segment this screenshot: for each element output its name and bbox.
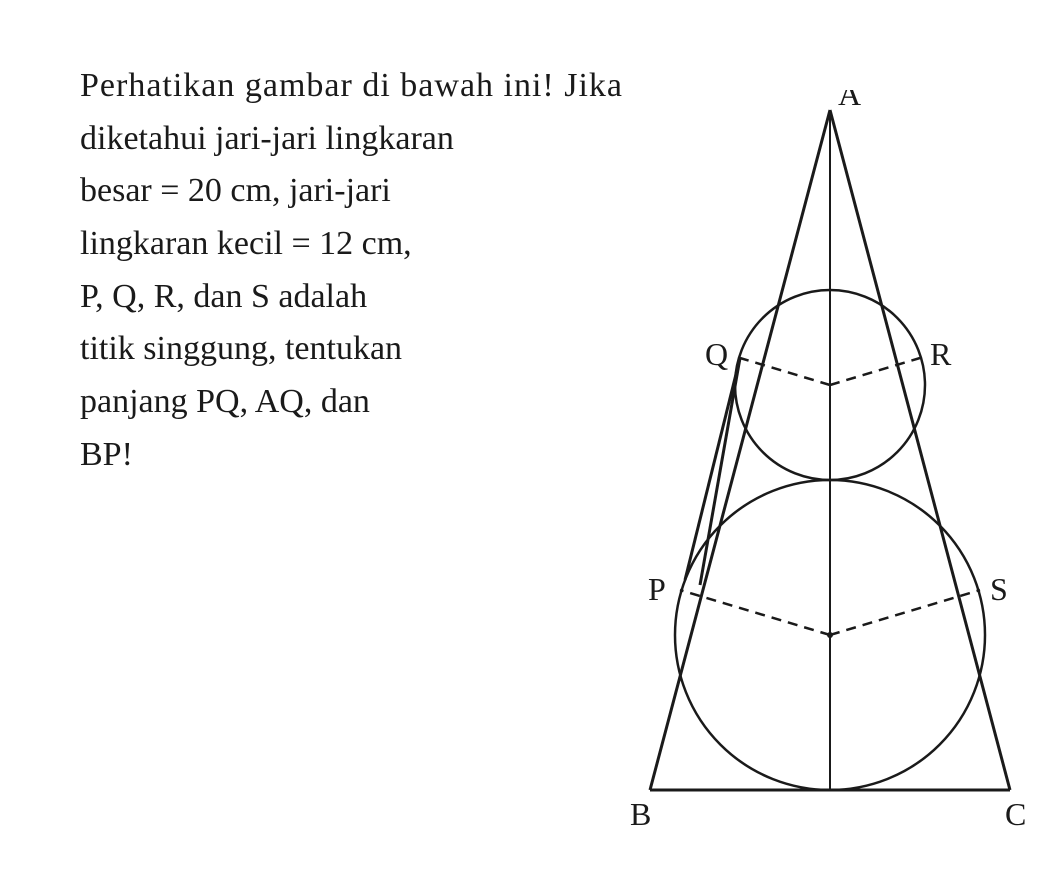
label-r: R: [930, 336, 952, 372]
problem-text: Perhatikan gambar di bawah ini! Jika dik…: [80, 60, 620, 482]
label-p: P: [648, 571, 666, 607]
label-q: Q: [705, 336, 728, 372]
text-line-4: lingkaran kecil = 12 cm,: [80, 218, 620, 271]
geometry-diagram: A B C Q R P S: [620, 90, 1040, 830]
triangle-side-left: [650, 110, 830, 790]
text-line-6: titik singgung, tentukan: [80, 323, 620, 376]
text-line-2: diketahui jari-jari lingkaran: [80, 113, 620, 166]
triangle-side-right: [830, 110, 1010, 790]
text-line-5: P, Q, R, dan S adalah: [80, 271, 620, 324]
label-a: A: [838, 90, 861, 112]
text-line-3: besar = 20 cm, jari-jari: [80, 165, 620, 218]
segment-q-to-p-a: [685, 358, 740, 580]
big-circle-center-dot: [827, 632, 833, 638]
label-c: C: [1005, 796, 1026, 830]
text-line-7: panjang PQ, AQ, dan: [80, 376, 620, 429]
label-s: S: [990, 571, 1008, 607]
radius-to-r: [830, 358, 920, 385]
radius-to-q: [740, 358, 830, 385]
text-line-8: BP!: [80, 429, 620, 482]
diagram-svg: A B C Q R P S: [620, 90, 1040, 830]
text-line-1: Perhatikan gambar di bawah ini! Jika: [80, 60, 620, 113]
label-b: B: [630, 796, 651, 830]
